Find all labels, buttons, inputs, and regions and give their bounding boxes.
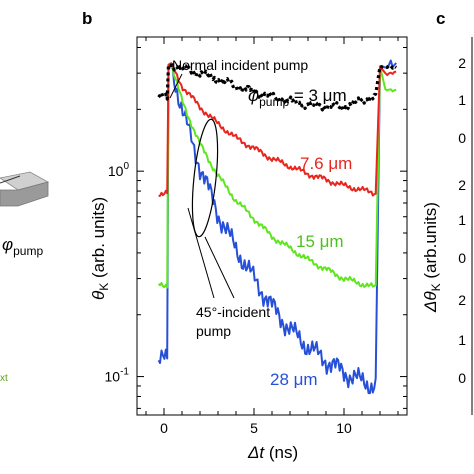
- annotation-oblique-pointer-1: [187, 207, 215, 299]
- panel-c-ylabel: ΔθK (arb.units): [421, 202, 443, 313]
- annotation-oblique-line1: 45°-incident: [196, 304, 270, 320]
- axis-ticks: [137, 37, 407, 415]
- panel-letter-c: c: [436, 9, 445, 28]
- green-caption-fragment: xt: [0, 373, 8, 384]
- annotation-oblique-ellipse: [191, 118, 219, 238]
- series-label-7-6um: 7.6 μm: [300, 154, 352, 173]
- decay-plot: 0 5 10 10-1 100 Δt (ns) θK (arb. units) Norm…: [89, 36, 408, 462]
- series-layer: [157, 59, 398, 395]
- series-line: [157, 63, 397, 289]
- x-axis-label: Δt (ns): [247, 443, 298, 462]
- pump-spot-line: [0, 175, 21, 184]
- phi-pump-label: φpump: [2, 235, 43, 258]
- annotation-oblique-pointer-2: [204, 236, 235, 299]
- panel-c-tick-label: 2: [458, 55, 466, 71]
- axis-tick-labels: 0 5 10 10-1 100: [105, 161, 352, 436]
- series-label-15um: 15 μm: [296, 232, 344, 251]
- sample-slab-side: [0, 181, 49, 207]
- y-tick-label: 10-1: [105, 367, 130, 385]
- series-line: [157, 63, 398, 112]
- panel-c-tick-label: 1: [458, 92, 466, 108]
- y-tick-label: 100: [108, 161, 130, 179]
- annotation-normal-incident: Normal incident pump: [172, 57, 308, 73]
- x-tick-label: 10: [336, 420, 352, 436]
- x-tick-label: 5: [250, 420, 258, 436]
- series-label-3um: φpump = 3 μm: [248, 86, 347, 109]
- series-label-28um: 28 μm: [270, 370, 318, 389]
- panel-c-tick-label: 1: [458, 332, 466, 348]
- panel-letter-b: b: [82, 9, 92, 28]
- panel-c-tick-label: 0: [458, 250, 466, 266]
- annotation-oblique-line2: pump: [196, 323, 231, 339]
- panel-c-tick-fragments: 2 1 0 2 1 0 2 1 0: [458, 55, 466, 386]
- panel-c-fragment: ΔθK (arb.units) 2 1 0 2 1 0 2 1 0: [421, 37, 473, 415]
- panel-c-tick-label: 2: [458, 177, 466, 193]
- annotation-normal-pointer: [169, 73, 183, 99]
- panel-c-tick-label: 2: [458, 292, 466, 308]
- series-line: [157, 59, 397, 395]
- panel-a-fragment: φpump xt: [0, 171, 50, 384]
- y-axis-label: θK (arb. units): [89, 197, 111, 300]
- panel-c-tick-label: 0: [458, 370, 466, 386]
- series-line: [158, 62, 397, 198]
- x-tick-label: 0: [160, 420, 168, 436]
- panel-c-tick-label: 1: [458, 212, 466, 228]
- panel-c-tick-label: 0: [458, 130, 466, 146]
